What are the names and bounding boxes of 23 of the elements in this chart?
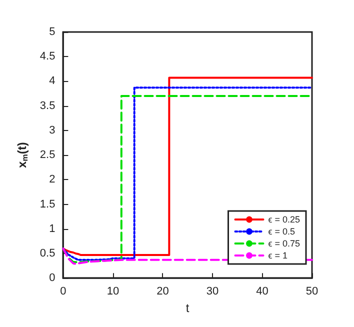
- y-tick-label: 1.5: [40, 198, 56, 210]
- y-tick-label: 2: [49, 174, 56, 186]
- y-tick-label: 2.5: [40, 149, 56, 162]
- x-tick-label: 20: [156, 286, 169, 298]
- legend-label: ϵ = 0.25: [268, 214, 300, 224]
- y-tick-label: 5: [49, 26, 56, 38]
- y-tick-label: 4: [49, 75, 56, 88]
- y-tick-label: 0.5: [40, 247, 56, 260]
- legend-label: ϵ = 0.75: [268, 238, 300, 248]
- x-tick-label: 0: [60, 286, 66, 298]
- y-tick-label: 3: [49, 124, 56, 136]
- y-tick-label: 4.5: [40, 50, 56, 63]
- y-tick-label: 3.5: [40, 100, 56, 112]
- x-tick-label: 30: [206, 286, 219, 298]
- y-tick-label: 0: [49, 272, 56, 284]
- x-tick-label: 40: [256, 286, 268, 298]
- x-tick-label: 50: [306, 286, 318, 298]
- x-axis-title: t: [186, 301, 190, 315]
- y-axis-title: xm(t): [15, 142, 30, 168]
- legend-label: ϵ = 1: [268, 250, 288, 260]
- x-tick-label: 10: [106, 286, 120, 298]
- y-tick-label: 1: [49, 222, 56, 235]
- legend-label: ϵ = 0.5: [268, 226, 295, 236]
